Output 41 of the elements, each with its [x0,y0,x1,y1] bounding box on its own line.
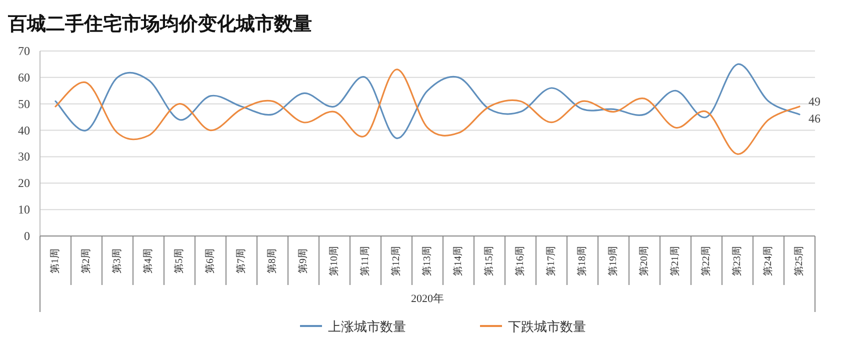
data-label: 49 [808,94,820,108]
legend-label: 上涨城市数量 [328,319,406,334]
y-tick-label: 30 [18,150,30,164]
x-tick-label: 第10周 [328,246,340,276]
x-tick-label: 第1周 [49,248,61,274]
y-tick-label: 10 [18,202,30,217]
x-tick-label: 第4周 [142,248,154,274]
x-tick-label: 第12周 [390,246,402,276]
x-tick-label: 第7周 [235,248,247,274]
x-tick-label: 第15周 [483,246,495,276]
x-tick-label: 第5周 [173,248,185,274]
x-tick-label: 第6周 [204,248,216,274]
x-tick-label: 第17周 [545,246,557,276]
x-tick-label: 第13周 [421,246,433,276]
x-tick-label: 第3周 [111,248,123,274]
x-tick-label: 第20周 [638,246,650,276]
x-tick-label: 第23周 [731,246,743,276]
y-tick-label: 0 [24,229,30,243]
x-tick-label: 第9周 [297,248,309,274]
x-tick-label: 第22周 [700,246,712,276]
data-label: 46 [808,111,820,126]
y-tick-label: 70 [18,44,30,58]
x-tick-label: 第18周 [576,246,588,276]
x-tick-label: 第25周 [793,246,805,276]
x-tick-label: 第11周 [359,246,371,276]
chart-title: 百城二手住宅市场均价变化城市数量 [7,13,312,35]
y-tick-label: 40 [18,123,30,138]
legend-label: 下跌城市数量 [508,319,586,334]
y-tick-label: 20 [18,176,30,190]
x-axis-title: 2020年 [411,293,444,305]
y-tick-label: 50 [18,96,30,111]
x-tick-label: 第16周 [514,246,526,276]
line-series [54,68,800,155]
x-tick-label: 第19周 [607,246,619,276]
x-tick-label: 第24周 [762,246,774,276]
x-tick-label: 第14周 [452,246,464,276]
y-tick-label: 60 [18,70,30,84]
line-series [54,63,800,140]
x-tick-label: 第8周 [266,248,278,274]
x-tick-label: 第2周 [80,248,92,274]
x-tick-label: 第21周 [669,246,681,276]
